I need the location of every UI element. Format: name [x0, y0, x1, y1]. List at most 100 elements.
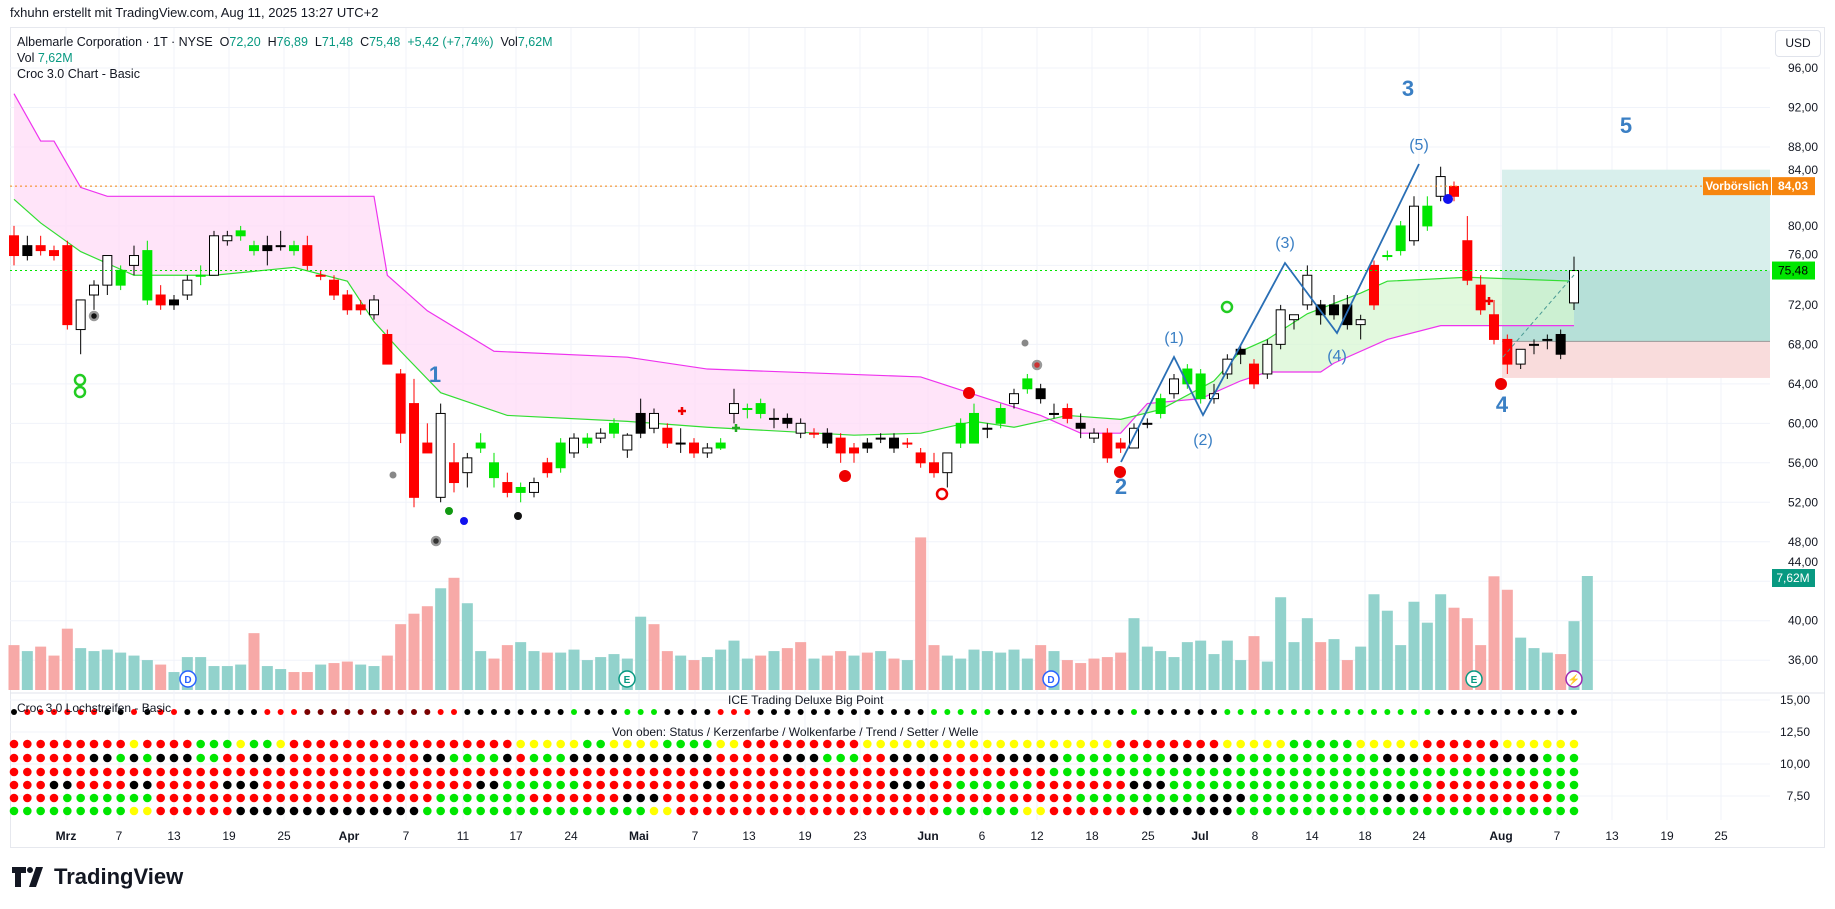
- lochstreifen-dot: [1396, 806, 1405, 816]
- date-tick-label: 8: [1252, 829, 1259, 843]
- symbol-name[interactable]: Albemarle Corporation · 1T · NYSE: [17, 35, 213, 49]
- candle-body: [635, 412, 646, 434]
- lochstreifen-dot: [1143, 806, 1152, 816]
- lochstreifen-dot: [396, 806, 405, 816]
- price-tick-label: 96,00: [1788, 61, 1818, 75]
- lochstreifen-dot: [1169, 753, 1179, 763]
- lochstreifen-dot: [1129, 753, 1139, 763]
- lochstreifen-dot: [849, 767, 859, 777]
- lochstreifen-dot: [676, 780, 685, 790]
- lochstreifen-dot: [796, 753, 805, 763]
- volume-bar: [928, 645, 940, 690]
- lochstreifen-dot: [289, 739, 299, 749]
- lochstreifen-dot: [1543, 739, 1552, 749]
- candle-body: [75, 299, 86, 331]
- volume-bar: [861, 652, 873, 690]
- lochstreifen-dot: [423, 753, 432, 763]
- lochstreifen-dot: [383, 753, 392, 763]
- lochstreifen-dot: [516, 739, 525, 749]
- lochstreifen-dot: [876, 753, 885, 763]
- lochstreifen-dot: [209, 780, 219, 790]
- lochstreifen-dot: [1156, 767, 1165, 777]
- lochstreifen-dot: [303, 793, 312, 803]
- candle-body: [289, 245, 299, 252]
- lochstreifen-dot: [1263, 780, 1272, 790]
- lochstreifen-dot: [196, 780, 205, 790]
- lochstreifen-dot: [996, 739, 1005, 749]
- currency-button[interactable]: USD: [1775, 30, 1821, 57]
- candle-body: [822, 432, 833, 444]
- volume-bar: [301, 672, 313, 690]
- lochstreifen-dot: [636, 806, 645, 816]
- big-point-dot: [264, 709, 271, 715]
- lochstreifen-dot: [1356, 753, 1365, 763]
- volume-bar: [368, 666, 380, 690]
- lochstreifen-dot: [356, 780, 365, 790]
- lochstreifen-dot: [689, 806, 699, 816]
- lochstreifen-dot: [1276, 793, 1285, 803]
- lochstreifen-dot: [9, 793, 19, 803]
- lochstreifen-dot: [1209, 780, 1219, 790]
- lochstreifen-dot: [1129, 780, 1139, 790]
- volume-bar: [1128, 618, 1140, 690]
- lochstreifen-dot: [703, 753, 712, 763]
- lochstreifen-dot: [903, 767, 912, 777]
- lochstreifen-dot: [1289, 753, 1299, 763]
- lochstreifen-dot: [983, 739, 992, 749]
- lochstreifen-dot: [783, 753, 792, 763]
- volume-bar: [435, 588, 447, 690]
- candle-body: [702, 447, 713, 454]
- lochstreifen-dot: [756, 753, 765, 763]
- lochstreifen-dot: [796, 739, 805, 749]
- lochstreifen-dot: [863, 780, 872, 790]
- lochstreifen-dot: [383, 780, 392, 790]
- lochstreifen-dot: [1356, 767, 1365, 777]
- candle-body: [1529, 343, 1539, 346]
- lochstreifen-dot: [516, 753, 525, 763]
- wave-label-w1: 1: [429, 362, 441, 387]
- big-point-dot: [931, 709, 937, 715]
- candle-body: [782, 417, 793, 424]
- lochstreifen-dot: [836, 739, 845, 749]
- big-point-dot: [397, 709, 404, 715]
- volume-bar: [381, 655, 393, 690]
- lochstreifen-dot: [836, 793, 845, 803]
- lower-tick-label: 7,50: [1787, 789, 1811, 803]
- lochstreifen-dot: [1543, 780, 1552, 790]
- lochstreifen-dot: [76, 806, 85, 816]
- lochstreifen-dot: [1463, 753, 1472, 763]
- volume-line[interactable]: Vol 7,62M: [17, 50, 553, 66]
- position-tool: [1502, 169, 1770, 378]
- lochstreifen-dot: [383, 767, 392, 777]
- lochstreifen-dot: [676, 793, 685, 803]
- lochstreifen-dot: [1063, 753, 1072, 763]
- big-point-dot: [344, 709, 351, 715]
- lochstreifen-dot: [1569, 753, 1579, 763]
- volume-bar: [408, 613, 420, 690]
- volume-bar: [328, 663, 340, 690]
- lochstreifen-dot: [343, 806, 352, 816]
- indicator-line[interactable]: Croc 3.0 Chart - Basic: [17, 67, 140, 81]
- lochstreifen-dot: [1129, 806, 1139, 816]
- lochstreifen-dot: [303, 806, 312, 816]
- lochstreifen-dot: [1023, 739, 1032, 749]
- dividend-event-icon: [1042, 670, 1060, 688]
- candle-body: [62, 245, 73, 326]
- signal-hollow-green: [73, 373, 87, 387]
- volume-bar: [1555, 654, 1567, 690]
- lochstreifen-dot: [103, 739, 112, 749]
- lochstreifen-dot: [1503, 793, 1512, 803]
- candle-body: [662, 427, 673, 444]
- tradingview-logo[interactable]: TradingView: [12, 864, 183, 890]
- lochstreifen-dot: [876, 793, 885, 803]
- lochstreifen-dot: [743, 767, 752, 777]
- lochstreifen-dot: [1196, 780, 1205, 790]
- date-tick-label: 11: [457, 829, 470, 843]
- lochstreifen-dot: [929, 806, 939, 816]
- big-point-dot: [1504, 709, 1511, 715]
- lochstreifen-dot: [1103, 739, 1112, 749]
- big-point-dot: [64, 709, 71, 715]
- volume-bar: [1248, 636, 1260, 690]
- lochstreifen-dot: [903, 753, 912, 763]
